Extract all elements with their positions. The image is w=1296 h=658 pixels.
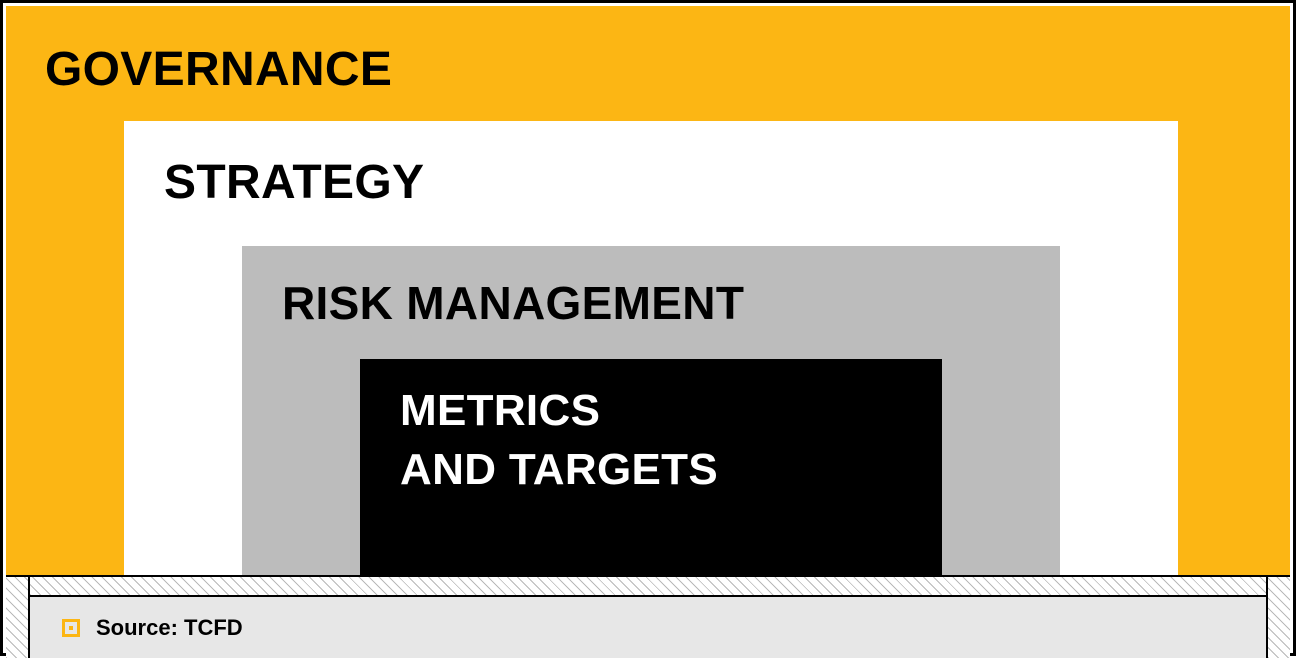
pillar-metrics-and-targets: METRICS AND TARGETS (360, 359, 942, 575)
footer-band: Source: TCFD (6, 575, 1290, 656)
footer-source-bar: Source: TCFD (30, 595, 1266, 658)
pillar-governance: GOVERNANCE STRATEGY RISK MANAGEMENT METR… (6, 6, 1290, 575)
footer-hatch-right (1266, 577, 1290, 658)
square-dot-icon (62, 619, 80, 637)
pillar-governance-label: GOVERNANCE (45, 42, 392, 97)
pillar-strategy-label: STRATEGY (164, 155, 424, 210)
footer-source-text: Source: TCFD (96, 615, 243, 641)
footer-hatch-left (6, 577, 30, 658)
diagram-main: GOVERNANCE STRATEGY RISK MANAGEMENT METR… (6, 6, 1290, 575)
pillar-metrics-and-targets-label: METRICS AND TARGETS (400, 381, 718, 500)
footer-hatch-top (30, 577, 1266, 595)
pillar-risk-management-label: RISK MANAGEMENT (282, 276, 744, 330)
diagram-frame: GOVERNANCE STRATEGY RISK MANAGEMENT METR… (0, 0, 1296, 656)
pillar-risk-management: RISK MANAGEMENT METRICS AND TARGETS (242, 246, 1060, 575)
pillar-strategy: STRATEGY RISK MANAGEMENT METRICS AND TAR… (124, 121, 1178, 575)
